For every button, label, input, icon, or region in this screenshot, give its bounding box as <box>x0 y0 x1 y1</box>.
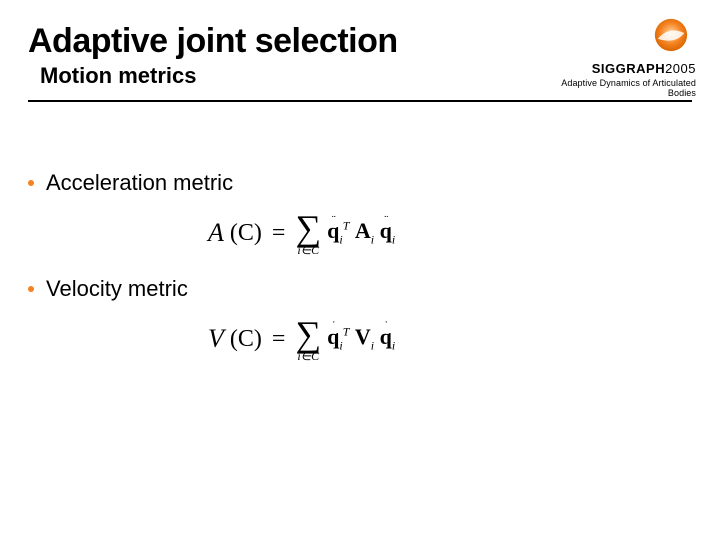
body: Acceleration metric A (C) = ∑ i∈C ¨qiT A… <box>28 150 668 378</box>
equals-sign: = <box>268 220 290 247</box>
bullet-label: Velocity metric <box>46 276 188 302</box>
summation-icon: ∑ i∈C <box>295 210 321 256</box>
formula-arg: (C) <box>230 326 262 353</box>
conference-name-bold: SIGGRAPH <box>592 61 665 76</box>
formula-term: ˙qiT Vi ˙qi <box>327 324 395 353</box>
paper-title: Adaptive Dynamics of Articulated Bodies <box>536 78 696 98</box>
formula-letter: V <box>208 324 224 354</box>
bullet-icon <box>28 180 34 186</box>
conference-name: SIGGRAPH2005 <box>536 61 696 76</box>
logo-block: SIGGRAPH2005 Adaptive Dynamics of Articu… <box>536 16 696 98</box>
bullet-acceleration: Acceleration metric <box>28 170 668 196</box>
conference-year: 2005 <box>665 61 696 76</box>
summation-icon: ∑ i∈C <box>295 316 321 362</box>
bullet-icon <box>28 286 34 292</box>
divider <box>28 100 692 102</box>
formula-term: ¨qiT Ai ¨qi <box>327 218 395 247</box>
formula-arg: (C) <box>230 220 262 247</box>
bullet-velocity: Velocity metric <box>28 276 668 302</box>
formula-acceleration: A (C) = ∑ i∈C ¨qiT Ai ¨qi <box>208 210 668 256</box>
formula-velocity: V (C) = ∑ i∈C ˙qiT Vi ˙qi <box>208 316 668 362</box>
slide: Adaptive joint selection Motion metrics … <box>0 0 720 540</box>
bullet-label: Acceleration metric <box>46 170 233 196</box>
equals-sign: = <box>268 326 290 353</box>
formula-letter: A <box>208 218 224 248</box>
siggraph-logo-icon <box>652 16 690 54</box>
